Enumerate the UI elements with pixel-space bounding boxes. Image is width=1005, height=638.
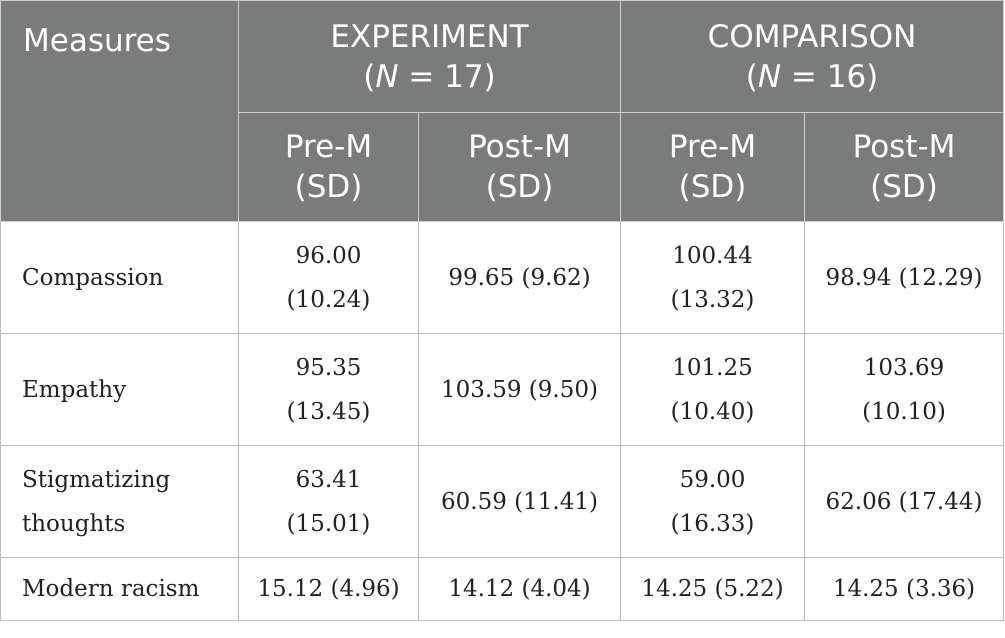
experiment-n: (N = 17) (363, 58, 496, 95)
row-label: Compassion (0, 221, 239, 334)
experiment-title: EXPERIMENT (330, 18, 529, 55)
table-cell: 14.25 (5.22) (620, 557, 805, 621)
exp-post-header: Post-M (SD) (418, 112, 621, 222)
measures-header: Measures (0, 0, 239, 222)
table-cell: 99.65 (9.62) (418, 221, 621, 334)
exp-pre-header: Pre-M (SD) (238, 112, 419, 222)
table-cell: 14.25 (3.36) (803, 557, 1005, 621)
table-row: Stigmatizing thoughts 63.41 (15.01) 60.59 … (0, 445, 1005, 558)
table-cell: 59.00 (16.33) (620, 445, 805, 558)
comp-pre-header: Pre-M (SD) (620, 112, 805, 222)
table-cell: 62.06 (17.44) (803, 445, 1005, 558)
table-cell: 60.59 (11.41) (418, 445, 621, 558)
comp-post-header: Post-M (SD) (803, 112, 1005, 222)
table-row: Compassion 96.00 (10.24) 99.65 (9.62) 100… (0, 221, 1005, 334)
comparison-header: COMPARISON (N = 16) (619, 0, 1005, 113)
table-cell: 96.00 (10.24) (238, 221, 419, 334)
header-row-sub: Pre-M (SD) Post-M (SD) Pre-M (SD) Post-M (SD… (1, 112, 1005, 222)
table-cell: 103.59 (9.50) (418, 333, 621, 446)
table-cell: 98.94 (12.29) (803, 221, 1005, 334)
table-cell: 95.35 (13.45) (238, 333, 419, 446)
table-cell: 101.25 (10.40) (620, 333, 805, 446)
table-cell: 15.12 (4.96) (238, 557, 419, 621)
comparison-title: COMPARISON (707, 18, 917, 55)
table-cell: 14.12 (4.04) (418, 557, 621, 621)
experiment-header: EXPERIMENT (N = 17) (238, 0, 621, 113)
table-cell: 63.41 (15.01) (238, 445, 419, 558)
comparison-n: (N = 16) (745, 58, 879, 95)
row-label: Stigmatizing thoughts (0, 445, 239, 558)
table-cell: 103.69 (10.10) (803, 333, 1005, 446)
row-label: Modern racism (0, 557, 239, 621)
table-row: Empathy 95.35 (13.45) 103.59 (9.50) 101.2… (0, 333, 1005, 446)
table-cell: 100.44 (13.32) (620, 221, 805, 334)
header-row-groups: Measures EXPERIMENT (N = 17) COMPARISON … (0, 0, 1005, 222)
table-row: Modern racism 15.12 (4.96) 14.12 (4.04) … (0, 557, 1005, 621)
results-table: Measures EXPERIMENT (N = 17) COMPARISON … (0, 0, 1005, 621)
row-label: Empathy (0, 333, 239, 446)
